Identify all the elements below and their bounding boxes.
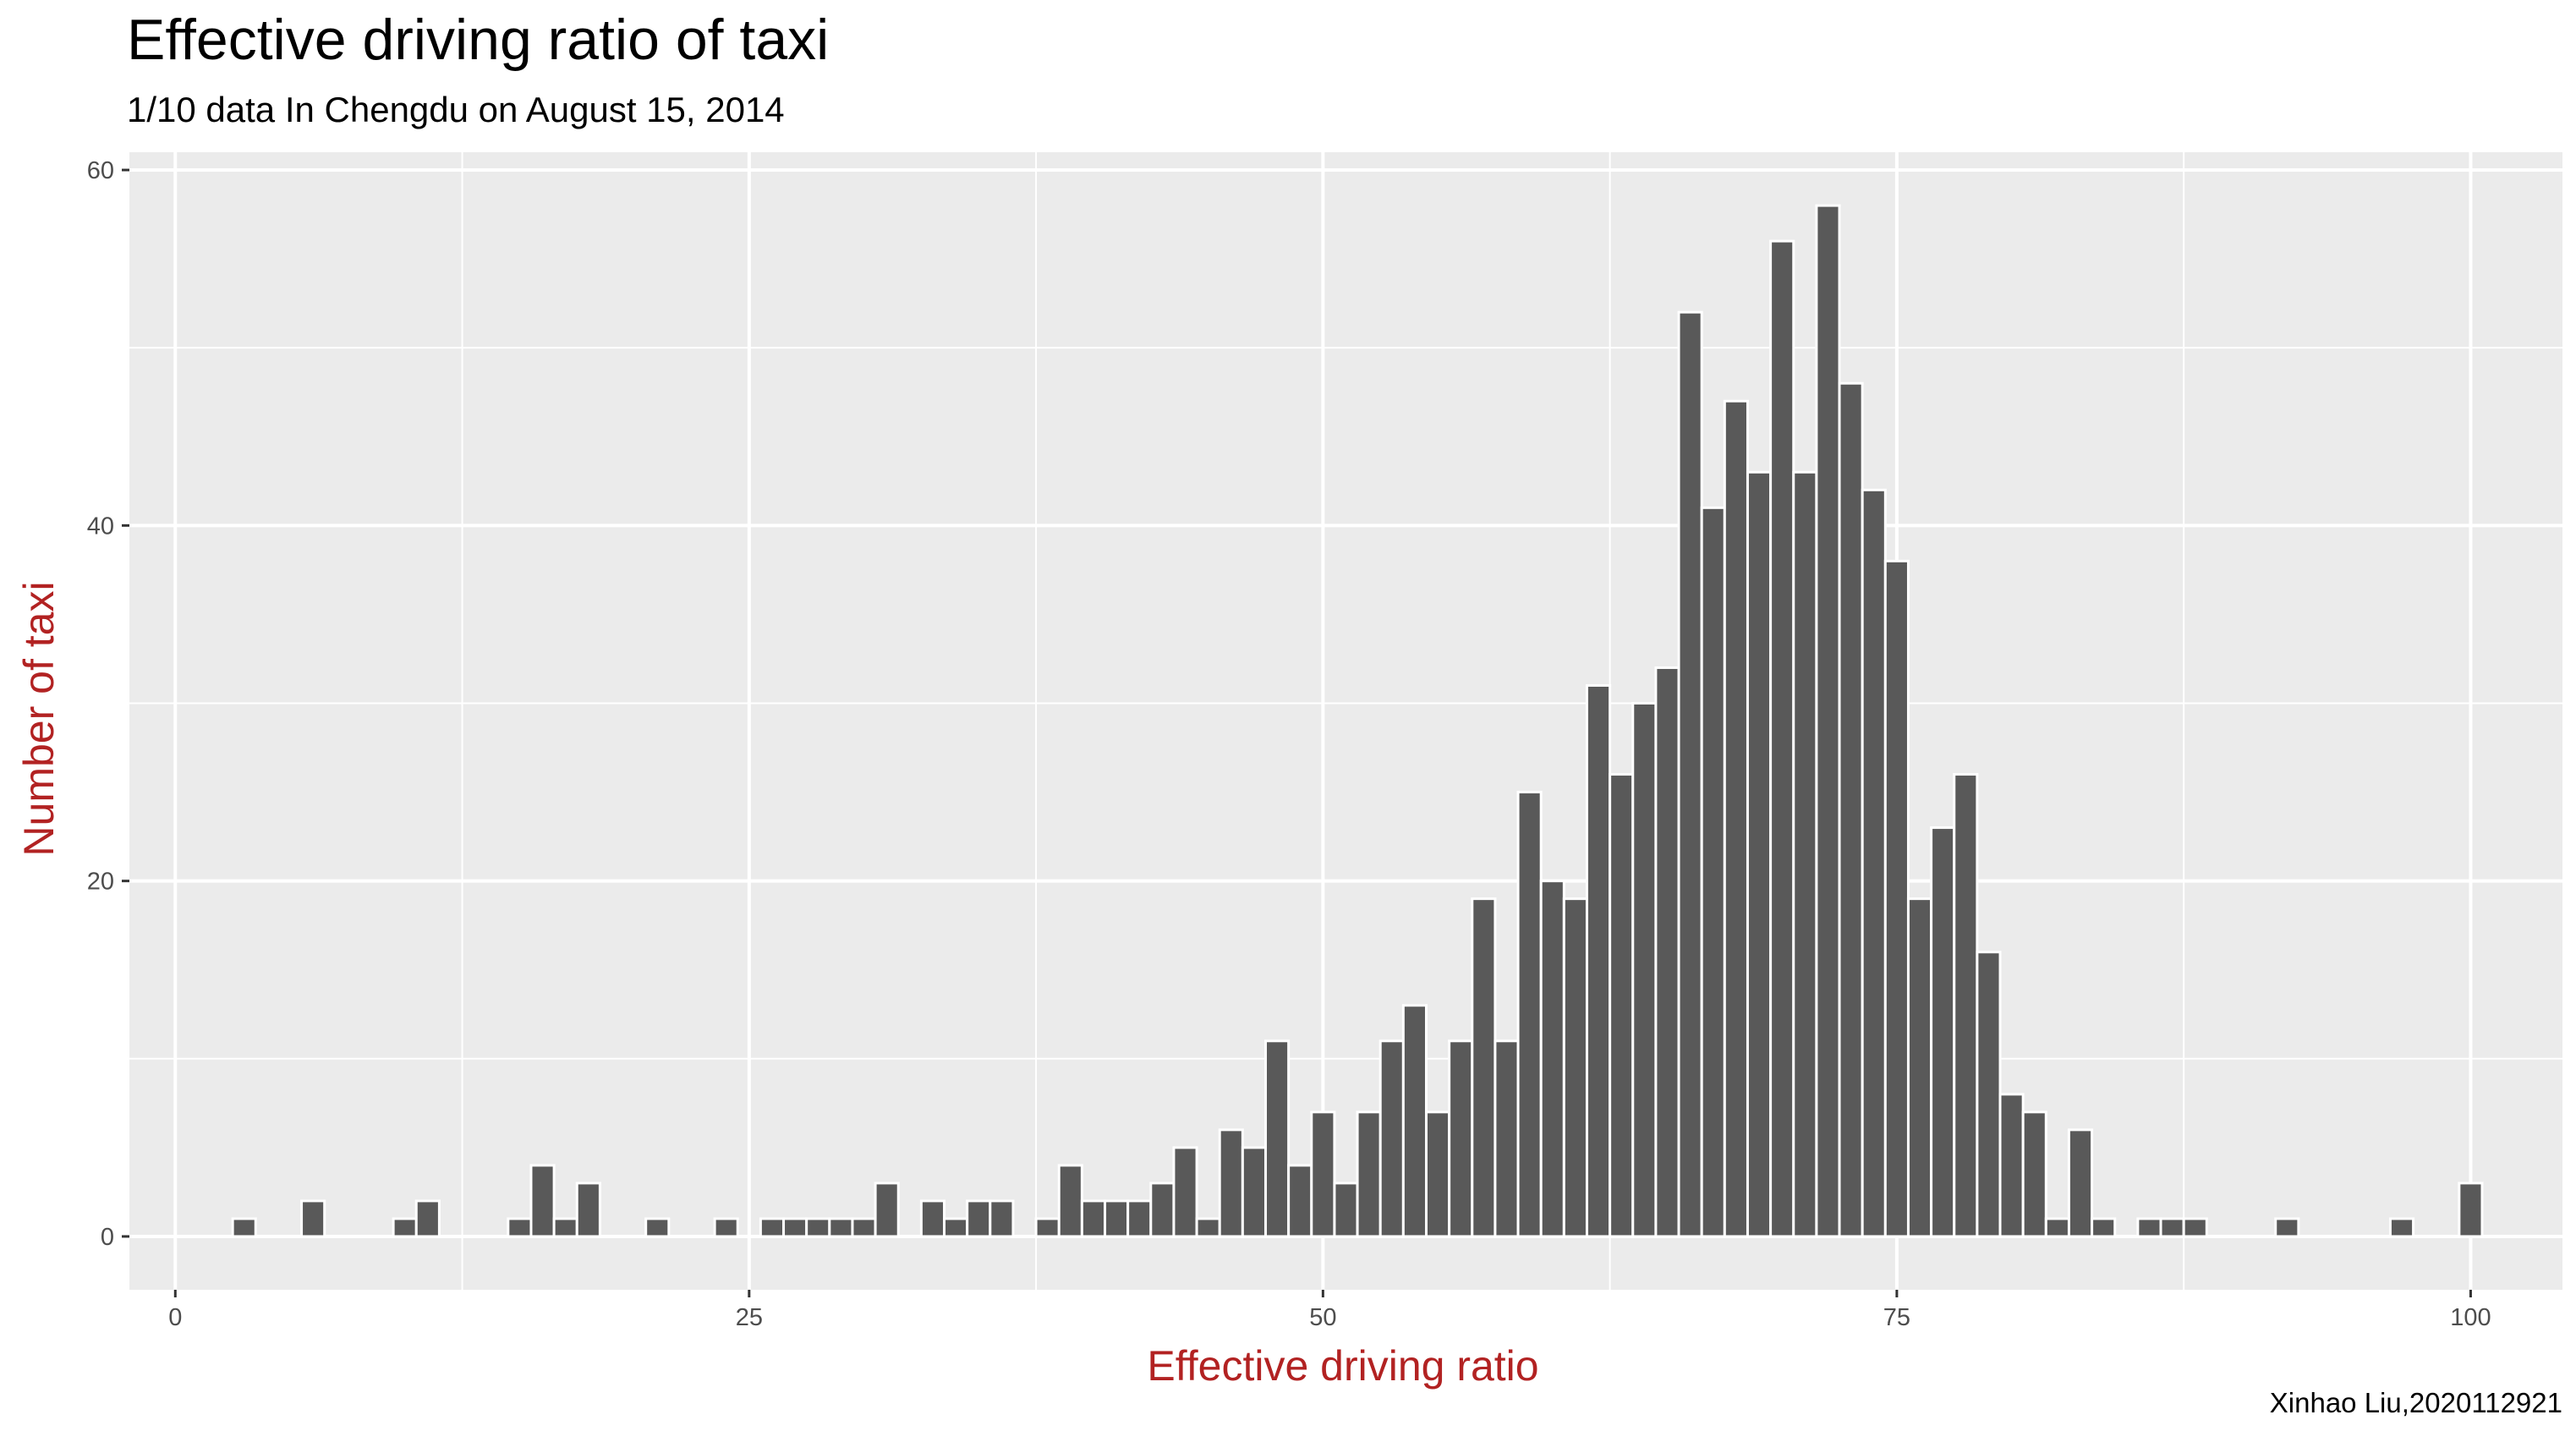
histogram-bar bbox=[507, 1217, 533, 1238]
histogram-bar bbox=[575, 1182, 601, 1238]
histogram-bar bbox=[1769, 239, 1795, 1238]
y-axis-title: Number of taxi bbox=[15, 581, 63, 857]
histogram-bar bbox=[919, 1199, 946, 1238]
histogram-bar bbox=[1310, 1110, 1336, 1238]
y-tick-label: 60 bbox=[87, 157, 114, 184]
histogram-bar bbox=[1631, 701, 1658, 1238]
chart-subtitle: 1/10 data In Chengdu on August 15, 2014 bbox=[127, 90, 785, 129]
histogram-bar bbox=[1746, 470, 1773, 1238]
histogram-bar bbox=[989, 1199, 1015, 1238]
histogram-bar bbox=[2091, 1217, 2117, 1238]
histogram-bar bbox=[644, 1217, 671, 1238]
plot-panel bbox=[129, 152, 2562, 1290]
histogram-bar bbox=[1471, 897, 1497, 1238]
histogram-bar bbox=[1930, 826, 1956, 1238]
histogram-bar bbox=[392, 1217, 418, 1238]
histogram-bar bbox=[1356, 1110, 1382, 1238]
histogram-bar bbox=[1494, 1039, 1520, 1238]
histogram-bar bbox=[2067, 1128, 2094, 1238]
histogram-bar bbox=[1516, 791, 1543, 1238]
histogram-bar bbox=[713, 1217, 739, 1238]
histogram-bar bbox=[759, 1217, 786, 1238]
histogram-bar bbox=[1815, 204, 1841, 1238]
y-tick-label: 40 bbox=[87, 513, 114, 540]
x-tick-label: 75 bbox=[1883, 1304, 1910, 1331]
histogram-bar bbox=[1723, 399, 1749, 1238]
histogram-bar bbox=[1149, 1182, 1176, 1238]
x-tick-label: 50 bbox=[1309, 1304, 1336, 1331]
histogram-bar bbox=[1448, 1039, 1474, 1238]
histogram-bar bbox=[1906, 897, 1933, 1238]
histogram-bar bbox=[1677, 310, 1703, 1238]
x-axis: 0 25 50 75 100 bbox=[168, 1290, 2491, 1331]
histogram-bar bbox=[1654, 666, 1680, 1238]
x-tick-label: 100 bbox=[2450, 1304, 2491, 1331]
histogram-bar bbox=[1424, 1110, 1451, 1238]
histogram-bar bbox=[414, 1199, 441, 1238]
y-axis: 0 20 40 60 bbox=[87, 157, 129, 1251]
histogram-bar bbox=[1838, 381, 1864, 1238]
histogram-bar bbox=[805, 1217, 831, 1238]
histogram-bar bbox=[2274, 1217, 2300, 1238]
histogram-bar bbox=[1861, 488, 1887, 1238]
chart-title: Effective driving ratio of taxi bbox=[127, 8, 830, 72]
histogram-bar bbox=[966, 1199, 992, 1238]
histogram-bar bbox=[1080, 1199, 1107, 1238]
histogram-bar bbox=[2021, 1110, 2047, 1238]
histogram-bar bbox=[1700, 506, 1726, 1238]
histogram-bar bbox=[851, 1217, 877, 1238]
histogram-bar bbox=[1218, 1128, 1244, 1238]
histogram-bar bbox=[300, 1199, 326, 1238]
histogram-bar bbox=[1609, 773, 1635, 1238]
histogram-bar bbox=[1998, 1093, 2025, 1238]
histogram-bar bbox=[231, 1217, 257, 1238]
histogram-bar bbox=[552, 1217, 578, 1238]
histogram-bar bbox=[2182, 1217, 2208, 1238]
histogram-bar bbox=[1333, 1182, 1359, 1238]
histogram-bar bbox=[1172, 1146, 1198, 1238]
histogram-bar bbox=[1241, 1146, 1268, 1238]
histogram-bar bbox=[1195, 1217, 1221, 1238]
histogram-bar bbox=[1976, 951, 2002, 1238]
x-tick-label: 0 bbox=[168, 1304, 182, 1331]
histogram-bar bbox=[1126, 1199, 1153, 1238]
histogram-bar bbox=[1953, 773, 1979, 1238]
histogram-bar bbox=[1287, 1164, 1313, 1238]
chart-caption: Xinhao Liu,2020112921 bbox=[2269, 1387, 2562, 1418]
histogram-bar bbox=[943, 1217, 969, 1238]
histogram-bar bbox=[2044, 1217, 2070, 1238]
histogram-bar bbox=[1104, 1199, 1130, 1238]
histogram-bar bbox=[1264, 1039, 1291, 1238]
histogram-bar bbox=[1539, 880, 1565, 1238]
bars bbox=[231, 204, 2484, 1238]
histogram-bar bbox=[529, 1164, 556, 1238]
histogram-bar bbox=[2136, 1217, 2162, 1238]
histogram-bar bbox=[1585, 683, 1612, 1238]
histogram-bar bbox=[1057, 1164, 1083, 1238]
histogram-bar bbox=[1883, 559, 1910, 1238]
x-axis-title: Effective driving ratio bbox=[1147, 1342, 1539, 1390]
histogram-bar bbox=[828, 1217, 854, 1238]
histogram-bar bbox=[1562, 897, 1588, 1238]
histogram-bar bbox=[1034, 1217, 1061, 1238]
y-tick-label: 0 bbox=[101, 1224, 114, 1251]
histogram-bar bbox=[2458, 1182, 2484, 1238]
histogram-bar bbox=[1792, 470, 1818, 1238]
histogram-bar bbox=[1378, 1039, 1405, 1238]
histogram-bar bbox=[1401, 1004, 1428, 1238]
histogram-bar bbox=[2388, 1217, 2415, 1238]
histogram-bar bbox=[2159, 1217, 2185, 1238]
histogram-bar bbox=[874, 1182, 900, 1238]
histogram-bar bbox=[782, 1217, 808, 1238]
x-tick-label: 25 bbox=[736, 1304, 763, 1331]
y-tick-label: 20 bbox=[87, 869, 114, 896]
